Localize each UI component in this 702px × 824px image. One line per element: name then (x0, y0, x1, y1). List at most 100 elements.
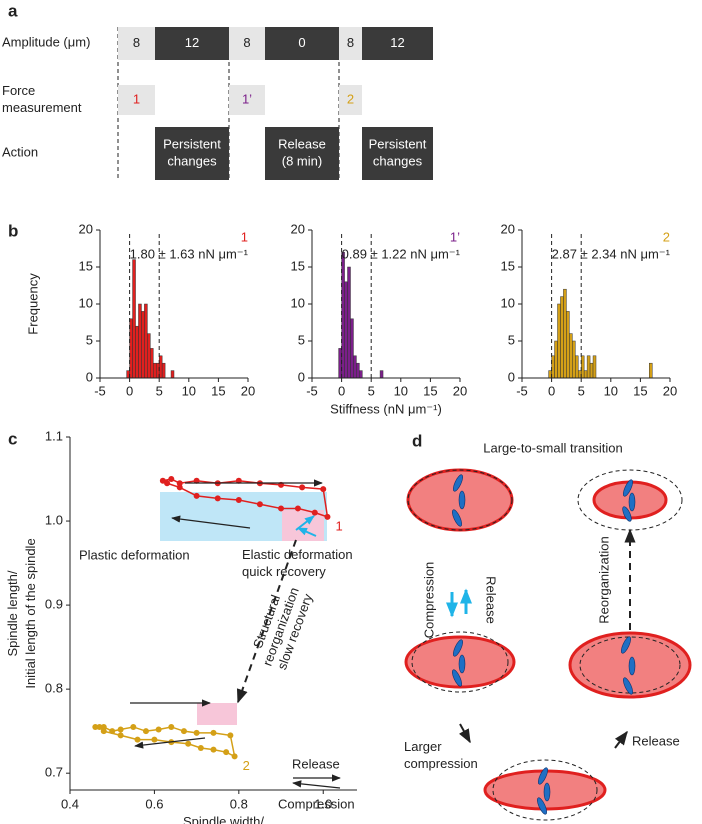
bar (347, 266, 351, 379)
arrow (171, 515, 251, 529)
bar (583, 370, 588, 379)
highlight (197, 703, 237, 725)
x-tick-label: 10 (394, 383, 408, 398)
annotation: Elastic deformation quick recovery (242, 547, 353, 579)
x-tick-label: 15 (423, 383, 437, 398)
series-tag: 2 (663, 229, 670, 244)
y-tick-label: 10 (501, 295, 515, 310)
bar (359, 370, 363, 379)
bar (344, 281, 348, 379)
point (294, 505, 301, 512)
point (168, 476, 175, 483)
cell-text: 8 (243, 35, 250, 50)
point (100, 728, 107, 735)
y-tick-label: 5 (508, 332, 515, 347)
annotation: Release (292, 756, 340, 771)
bar (141, 311, 145, 379)
x-tick-label: 0.8 (230, 796, 248, 811)
point (168, 723, 175, 730)
diagram-label: Compression (421, 562, 436, 639)
bar (147, 333, 151, 379)
diagram-label: Release (632, 733, 680, 748)
cell-text: 12 (390, 35, 404, 50)
series-line (162, 478, 329, 518)
annotation: Plastic deformation (79, 547, 190, 562)
row-label: Action (2, 145, 38, 160)
x-tick-label: -5 (516, 383, 528, 398)
bar (566, 311, 570, 379)
point (193, 477, 200, 484)
point (130, 723, 137, 730)
x-tick-label: 0 (126, 383, 133, 398)
bar (135, 325, 139, 379)
y-tick-label: 0.8 (45, 681, 63, 696)
text-line: Spindle length/ (5, 570, 20, 656)
point (193, 492, 200, 499)
text-line: Amplitude (μm) (2, 35, 90, 50)
text-line: changes (373, 154, 423, 169)
annotation: 2.87 ± 2.34 nN μm⁻¹ (552, 246, 671, 261)
diagram-title: Large-to-small transition (483, 440, 622, 455)
point (117, 732, 124, 739)
y-tick-label: 5 (86, 332, 93, 347)
y-axis-label: Spindle length/Initial length of the spi… (5, 538, 38, 688)
panel-d-texts: d Large-to-small transition Compression … (404, 431, 680, 771)
text-line: Release (278, 137, 326, 152)
point (92, 723, 99, 730)
cell-text: Persistent changes (369, 137, 427, 169)
bar (132, 259, 136, 379)
point (299, 484, 306, 491)
cell (265, 27, 339, 60)
bar (557, 303, 561, 379)
x-axis-label: Spindle width/Initial width of the spind… (151, 814, 296, 824)
panel-label: d (412, 431, 422, 450)
panel-label: c (8, 429, 17, 448)
point (311, 509, 318, 516)
bar (560, 296, 564, 379)
y-tick-label: 15 (501, 258, 515, 273)
cell-text: 1’ (242, 91, 252, 106)
x-tick-label: 0.4 (61, 796, 79, 811)
cell (155, 27, 229, 60)
cell (229, 27, 265, 60)
y-tick-label: 0 (508, 369, 515, 384)
bar (572, 340, 576, 379)
panel-d-drawings (404, 468, 692, 821)
cell (339, 85, 362, 115)
y-tick-label: 20 (79, 221, 93, 236)
point (197, 744, 204, 751)
text-line: quick recovery (242, 564, 326, 579)
point (320, 486, 327, 493)
cell (155, 127, 229, 180)
annotation: Structuralreorganizationslow recovery (246, 580, 316, 673)
bar (563, 288, 567, 379)
bar (161, 362, 166, 379)
y-tick-label: 0.7 (45, 765, 63, 780)
point (96, 723, 103, 730)
x-axis-label: Stiffness (nN μm⁻¹) (330, 401, 442, 416)
text-line: compression (404, 756, 478, 771)
cell-text: 8 (347, 35, 354, 50)
bar (356, 362, 360, 379)
diagram-label: Release (484, 576, 499, 624)
y-tick-label: 15 (79, 258, 93, 273)
y-tick-label: 0 (298, 369, 305, 384)
diagram-label: Larger compression (404, 739, 478, 771)
point (324, 513, 331, 520)
series-label: 1 (335, 518, 342, 533)
cell (362, 27, 433, 60)
text-line: changes (167, 154, 217, 169)
point (155, 726, 162, 733)
x-tick-label: 0.6 (145, 796, 163, 811)
cell (265, 127, 339, 180)
point (227, 732, 234, 739)
point (109, 728, 116, 735)
point (278, 505, 285, 512)
point (231, 753, 238, 760)
y-tick-label: 5 (298, 332, 305, 347)
point (117, 726, 124, 733)
cell (229, 85, 265, 115)
y-tick-label: 20 (501, 221, 515, 236)
bar (575, 355, 579, 379)
arrow (297, 527, 317, 537)
